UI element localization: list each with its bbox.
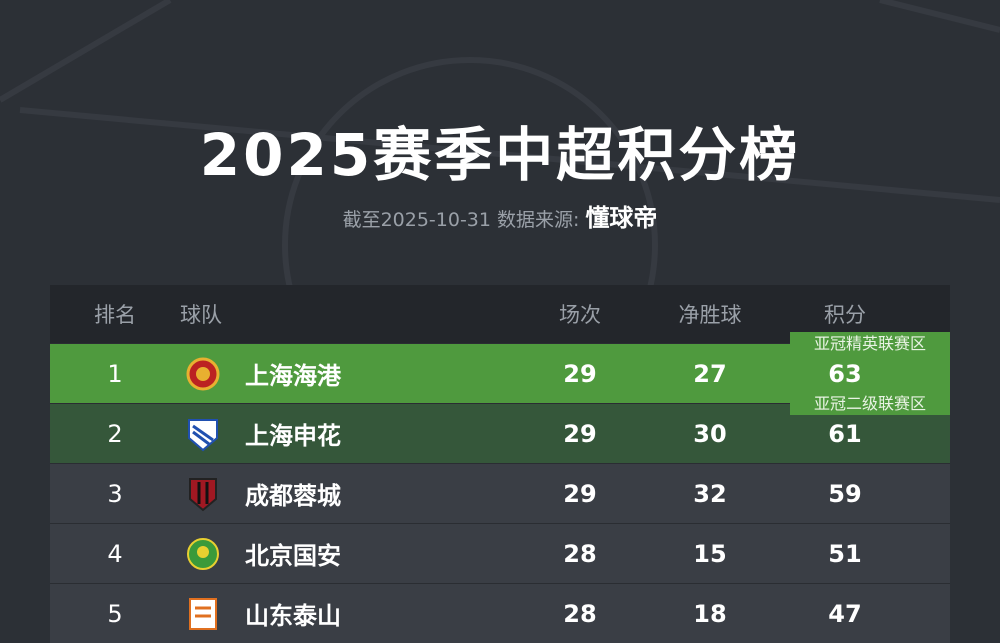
column-header: 球队 (180, 303, 222, 327)
source: 懂球帝 (585, 204, 658, 232)
goal-diff: 15 (693, 539, 727, 568)
goal-diff: 30 (693, 419, 727, 448)
played: 29 (563, 419, 597, 448)
team-name: 上海海港 (245, 362, 341, 390)
table-row: 2 上海申花 29 30 61 亚冠二级联赛区 (50, 392, 950, 463)
points: 47 (828, 599, 862, 628)
goal-diff: 18 (693, 599, 727, 628)
team-name: 山东泰山 (245, 602, 341, 630)
rank: 3 (107, 479, 123, 508)
table-row: 5 山东泰山 28 18 47 (50, 583, 950, 643)
played: 28 (563, 599, 597, 628)
zone-tag: 亚冠二级联赛区 (790, 392, 950, 415)
rank: 2 (107, 419, 123, 448)
points: 51 (828, 539, 862, 568)
column-header: 场次 (559, 303, 601, 327)
played: 29 (563, 479, 597, 508)
zone-tag: 亚冠精英联赛区 (790, 332, 950, 355)
subtitle: 截至2025-10-31 数据来源: 懂球帝 (0, 198, 1000, 233)
played: 28 (563, 539, 597, 568)
points: 63 (828, 359, 862, 388)
team-logo (189, 598, 217, 630)
team-logo (189, 478, 217, 512)
team-name: 上海申花 (245, 422, 341, 450)
rank: 1 (107, 359, 123, 388)
table-row: 3 成都蓉城 29 32 59 (50, 463, 950, 523)
rank: 4 (107, 539, 123, 568)
table-row: 4 北京国安 28 15 51 (50, 523, 950, 583)
points: 59 (828, 479, 862, 508)
team-logo (188, 419, 218, 452)
team-name: 成都蓉城 (245, 482, 341, 510)
column-header: 净胜球 (678, 303, 742, 327)
subtitle-text: 截至2025-10-31 数据来源: (342, 209, 580, 231)
column-header: 排名 (94, 303, 136, 327)
goal-diff: 32 (693, 479, 727, 508)
header-row: 排名 球队 场次 净胜球 积分 (50, 285, 950, 343)
goal-diff: 27 (693, 359, 727, 388)
rank: 5 (107, 599, 123, 628)
title: 2025赛季中超积分榜 (199, 121, 801, 189)
team-name: 北京国安 (245, 542, 341, 570)
points: 61 (828, 419, 862, 448)
team-logo (186, 357, 220, 391)
team-logo (187, 538, 219, 570)
standings-table: 排名 球队 场次 净胜球 积分 1 上海海港 29 27 63 亚冠精英联赛区 2 上海申花 2… (50, 285, 950, 643)
played: 29 (563, 359, 597, 388)
column-header: 积分 (824, 303, 866, 327)
